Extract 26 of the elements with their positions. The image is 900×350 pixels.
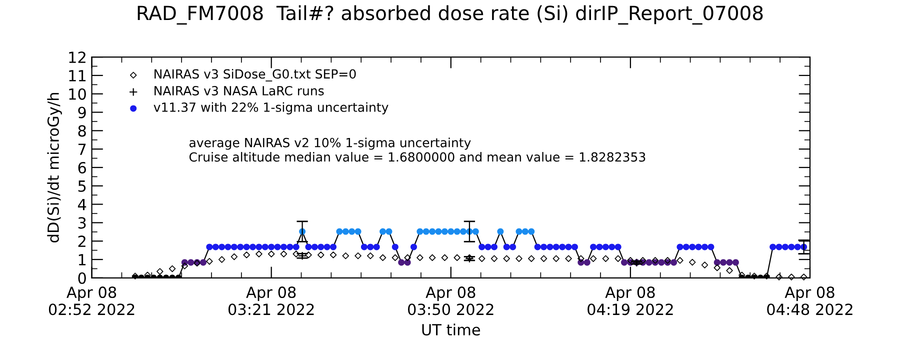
y-tick-label: 12: [69, 52, 86, 63]
y-tick-label: 0: [78, 272, 86, 284]
y-tick-label: 10: [69, 88, 86, 100]
legend-label: NAIRAS v3 SiDose_G0.txt SEP=0: [154, 68, 356, 82]
y-tick-label: 4: [78, 198, 86, 210]
legend-label: v11.37 with 22% 1-sigma uncertainty: [154, 102, 388, 114]
annotation: Cruise altitude median value = 1.6800000 and mean value = 1.8282353: [189, 152, 646, 162]
x-tick-label: Apr 08 03:21 2022: [228, 286, 314, 316]
y-tick-label: 6: [78, 162, 86, 174]
y-tick-label: 2: [78, 236, 86, 247]
y-tick-label: 8: [78, 125, 86, 137]
y-tick-label: 11: [69, 70, 86, 82]
y-tick-label: 5: [78, 180, 86, 192]
x-tick-label: Apr 08 03:50 2022: [408, 286, 494, 316]
x-axis-title: UT time: [422, 324, 480, 336]
chart-title: RAD_FM7008 Tail#? absorbed dose rate (Si) dirIP_Report_07008: [138, 5, 763, 25]
y-tick-label: 7: [78, 144, 86, 155]
y-tick-label: 3: [78, 217, 86, 229]
legend-label: NAIRAS v3 NASA LaRC runs: [154, 86, 324, 96]
y-axis-title: dD(Si)/dt microGy/h: [47, 93, 62, 242]
y-tick-label: 9: [78, 106, 86, 118]
x-tick-label: Apr 08 02:52 2022: [48, 286, 134, 316]
annotation: average NAIRAS v2 10% 1-sigma uncertainty: [190, 138, 471, 150]
x-tick-label: Apr 08 04:19 2022: [588, 286, 673, 316]
y-tick-label: 1: [78, 254, 86, 266]
x-tick-label: Apr 08 04:48 2022: [767, 286, 852, 316]
